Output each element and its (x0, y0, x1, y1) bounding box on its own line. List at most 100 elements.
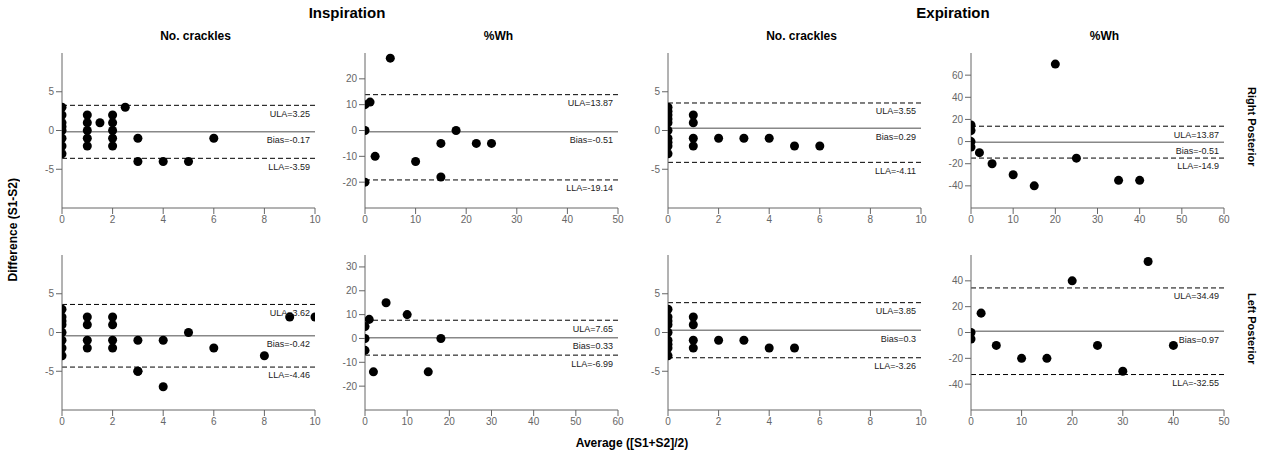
svg-text:LLA=-3.26: LLA=-3.26 (874, 361, 916, 371)
svg-text:Bias=0.3: Bias=0.3 (881, 334, 916, 344)
svg-text:ULA=3.85: ULA=3.85 (876, 306, 916, 316)
svg-text:Bias=0.29: Bias=0.29 (876, 132, 916, 142)
svg-text:10: 10 (309, 416, 321, 427)
svg-text:6: 6 (211, 214, 217, 225)
svg-text:20: 20 (346, 285, 358, 296)
svg-text:0: 0 (968, 416, 974, 427)
svg-text:-5: -5 (45, 164, 54, 175)
svg-text:-20: -20 (343, 381, 358, 392)
svg-text:10: 10 (1016, 416, 1028, 427)
svg-text:Bias=0.97: Bias=0.97 (1179, 335, 1219, 345)
svg-text:6: 6 (817, 416, 823, 427)
svg-text:-5: -5 (651, 164, 660, 175)
svg-text:8: 8 (262, 214, 268, 225)
svg-text:40: 40 (562, 214, 574, 225)
svg-text:60: 60 (612, 416, 624, 427)
svg-text:0: 0 (59, 214, 65, 225)
svg-text:40: 40 (528, 416, 540, 427)
svg-text:-5: -5 (651, 366, 660, 377)
svg-text:10: 10 (346, 309, 358, 320)
svg-text:0: 0 (665, 416, 671, 427)
svg-text:LLA=-19.14: LLA=-19.14 (566, 183, 613, 193)
svg-text:40: 40 (1168, 416, 1180, 427)
svg-text:2: 2 (716, 416, 722, 427)
svg-text:ULA=34.49: ULA=34.49 (1174, 291, 1219, 301)
svg-text:30: 30 (486, 416, 498, 427)
svg-text:10: 10 (915, 214, 927, 225)
svg-text:Bias=-0.51: Bias=-0.51 (1176, 146, 1219, 156)
svg-text:ULA=13.87: ULA=13.87 (568, 98, 613, 108)
svg-text:5: 5 (48, 288, 54, 299)
svg-text:60: 60 (1218, 214, 1230, 225)
svg-text:50: 50 (570, 416, 582, 427)
svg-text:50: 50 (1218, 416, 1230, 427)
svg-text:2: 2 (716, 214, 722, 225)
svg-text:5: 5 (654, 86, 660, 97)
svg-text:Bias=0.33: Bias=0.33 (573, 341, 613, 351)
svg-text:0: 0 (59, 416, 65, 427)
svg-text:LLA=-4.46: LLA=-4.46 (268, 370, 310, 380)
svg-text:50: 50 (1176, 214, 1188, 225)
svg-text:40: 40 (952, 275, 964, 286)
svg-text:4: 4 (766, 416, 772, 427)
svg-text:30: 30 (346, 261, 358, 272)
svg-text:ULA=3.62: ULA=3.62 (270, 308, 310, 318)
svg-text:40: 40 (952, 92, 964, 103)
svg-text:0: 0 (654, 125, 660, 136)
svg-text:5: 5 (48, 86, 54, 97)
svg-text:5: 5 (654, 288, 660, 299)
svg-text:ULA=3.55: ULA=3.55 (876, 106, 916, 116)
svg-text:8: 8 (262, 416, 268, 427)
svg-text:-40: -40 (949, 180, 964, 191)
svg-text:LLA=-32.55: LLA=-32.55 (1172, 378, 1219, 388)
svg-text:60: 60 (952, 70, 964, 81)
svg-text:0: 0 (48, 327, 54, 338)
svg-text:20: 20 (1050, 214, 1062, 225)
svg-text:ULA=7.65: ULA=7.65 (573, 324, 613, 334)
svg-text:0: 0 (48, 125, 54, 136)
svg-text:10: 10 (915, 416, 927, 427)
svg-text:2: 2 (110, 416, 116, 427)
svg-text:4: 4 (160, 214, 166, 225)
svg-text:0: 0 (654, 327, 660, 338)
svg-text:20: 20 (444, 416, 456, 427)
svg-text:0: 0 (362, 214, 368, 225)
svg-text:-10: -10 (343, 357, 358, 368)
svg-text:20: 20 (461, 214, 473, 225)
svg-text:ULA=3.25: ULA=3.25 (270, 109, 310, 119)
svg-text:20: 20 (1067, 416, 1079, 427)
svg-text:0: 0 (362, 416, 368, 427)
svg-text:10: 10 (346, 99, 358, 110)
svg-text:0: 0 (957, 136, 963, 147)
svg-text:2: 2 (110, 214, 116, 225)
svg-text:10: 10 (1008, 214, 1020, 225)
svg-text:0: 0 (957, 327, 963, 338)
svg-text:10: 10 (309, 214, 321, 225)
svg-text:-20: -20 (949, 158, 964, 169)
svg-text:LLA=-4.11: LLA=-4.11 (875, 166, 916, 176)
svg-text:Bias=-0.51: Bias=-0.51 (570, 135, 613, 145)
svg-text:LLA=-6.99: LLA=-6.99 (571, 359, 613, 369)
svg-text:0: 0 (351, 125, 357, 136)
svg-text:0: 0 (351, 333, 357, 344)
svg-text:30: 30 (1117, 416, 1129, 427)
svg-text:ULA=13.87: ULA=13.87 (1174, 130, 1219, 140)
svg-text:30: 30 (511, 214, 523, 225)
svg-text:4: 4 (766, 214, 772, 225)
svg-text:Bias=-0.42: Bias=-0.42 (267, 339, 310, 349)
svg-text:Bias=-0.17: Bias=-0.17 (267, 135, 310, 145)
svg-text:-5: -5 (45, 366, 54, 377)
svg-text:0: 0 (665, 214, 671, 225)
svg-text:10: 10 (410, 214, 422, 225)
svg-text:20: 20 (952, 114, 964, 125)
svg-text:10: 10 (402, 416, 414, 427)
svg-text:0: 0 (968, 214, 974, 225)
svg-text:8: 8 (868, 416, 874, 427)
svg-text:-20: -20 (949, 353, 964, 364)
svg-text:40: 40 (1134, 214, 1146, 225)
svg-text:20: 20 (952, 301, 964, 312)
svg-text:20: 20 (346, 73, 358, 84)
svg-text:6: 6 (211, 416, 217, 427)
svg-text:LLA=-3.59: LLA=-3.59 (268, 162, 310, 172)
svg-text:50: 50 (612, 214, 624, 225)
